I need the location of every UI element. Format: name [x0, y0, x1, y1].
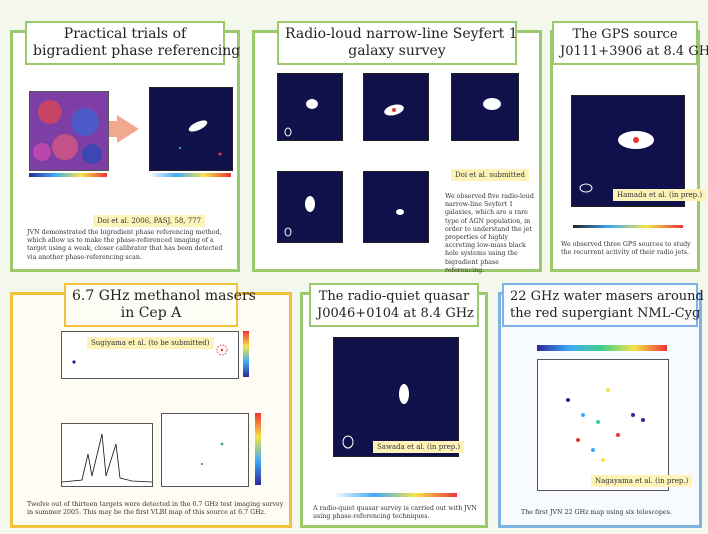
citation: Hamada et al. (in prep.)	[613, 189, 707, 201]
panel-title: The GPS source J0111+3906 at 8.4 GHz	[552, 21, 708, 65]
arrow-right-icon	[117, 115, 139, 143]
gps-source-map	[571, 95, 685, 207]
quasar-colorbar	[333, 493, 457, 497]
colorbar-left	[29, 173, 107, 177]
maser-spectrum-plot	[61, 423, 153, 487]
caption: A radio-quiet quasar survey is carried o…	[313, 505, 477, 521]
title-line-2: bigradient phase referencing	[33, 43, 241, 59]
title-line-1: Practical trials of	[63, 26, 187, 42]
nls1-map-5	[363, 171, 429, 243]
arrow-shaft	[109, 121, 119, 137]
title-line-2: J0111+3906 at 8.4 GHz	[560, 44, 708, 59]
panel-title: Practical trials of bigradient phase ref…	[25, 21, 241, 65]
phase-map-before	[29, 91, 109, 171]
panel-radio-quiet-quasar: The radio-quiet quasar J0046+0104 at 8.4…	[300, 283, 488, 528]
nls1-map-3	[451, 73, 519, 141]
velocity-colorbar	[243, 331, 249, 377]
caption: The first JVN 22 GHz map using six teles…	[521, 509, 672, 516]
nls1-map-2	[363, 73, 429, 141]
panel-title: The radio-quiet quasar J0046+0104 at 8.4…	[309, 283, 479, 327]
panel-title: 6.7 GHz methanol masers in Cep A	[64, 283, 256, 327]
title-line-1: The GPS source	[572, 27, 678, 42]
panel-title: Radio-loud narrow-line Seyfert 1 galaxy …	[277, 21, 518, 65]
caption: We observed five radio-loud narrow-line …	[445, 193, 534, 274]
title-line-2: in Cep A	[120, 305, 182, 321]
citation: Sugiyama et al. (to be submitted)	[87, 337, 214, 349]
nls1-map-1	[277, 73, 343, 141]
title-line-2: the red supergiant NML-Cyg	[510, 306, 701, 321]
citation: Nagayama et al. (in prep.)	[591, 475, 693, 487]
nls1-map-4	[277, 171, 343, 243]
velocity-colorbar	[537, 345, 667, 351]
panel-water-masers: 22 GHz water masers around the red super…	[498, 283, 704, 528]
title-line-2: J0046+0104 at 8.4 GHz	[317, 306, 474, 321]
water-maser-plot	[537, 359, 669, 491]
panel-nls1-survey: Radio-loud narrow-line Seyfert 1 galaxy …	[252, 21, 542, 274]
title-line-1: The radio-quiet quasar	[318, 289, 470, 304]
caption: JVN demonstrated the bigradient phase re…	[27, 229, 223, 261]
caption: Twelve out of thirteen targets were dete…	[27, 501, 284, 517]
panel-gps-source: The GPS source J0111+3906 at 8.4 GHz Ham…	[550, 21, 708, 272]
maser-zoom-plot	[161, 413, 249, 487]
panel-bigradient: Practical trials of bigradient phase ref…	[10, 21, 240, 272]
colorbar-right	[149, 173, 231, 177]
citation: Doi et al. 2006, PASJ, 58, 777	[93, 215, 206, 227]
title-line-1: 6.7 GHz methanol masers	[72, 288, 256, 304]
quasar-map	[333, 337, 459, 457]
title-line-1: 22 GHz water masers around	[510, 289, 704, 304]
title-line-2: galaxy survey	[348, 43, 446, 59]
caption: We observed three GPS sources to study t…	[561, 241, 691, 257]
colorbar	[573, 225, 683, 228]
title-line-1: Radio-loud narrow-line Seyfert 1	[285, 26, 518, 42]
citation: Sawada et al. (in prep.)	[373, 441, 465, 453]
panel-title: 22 GHz water masers around the red super…	[502, 283, 704, 327]
citation: Doi et al. submitted	[451, 169, 530, 181]
zoom-colorbar	[255, 413, 261, 485]
phase-map-after	[149, 87, 233, 171]
panel-methanol-masers: 6.7 GHz methanol masers in Cep A Sugiyam…	[10, 283, 292, 528]
